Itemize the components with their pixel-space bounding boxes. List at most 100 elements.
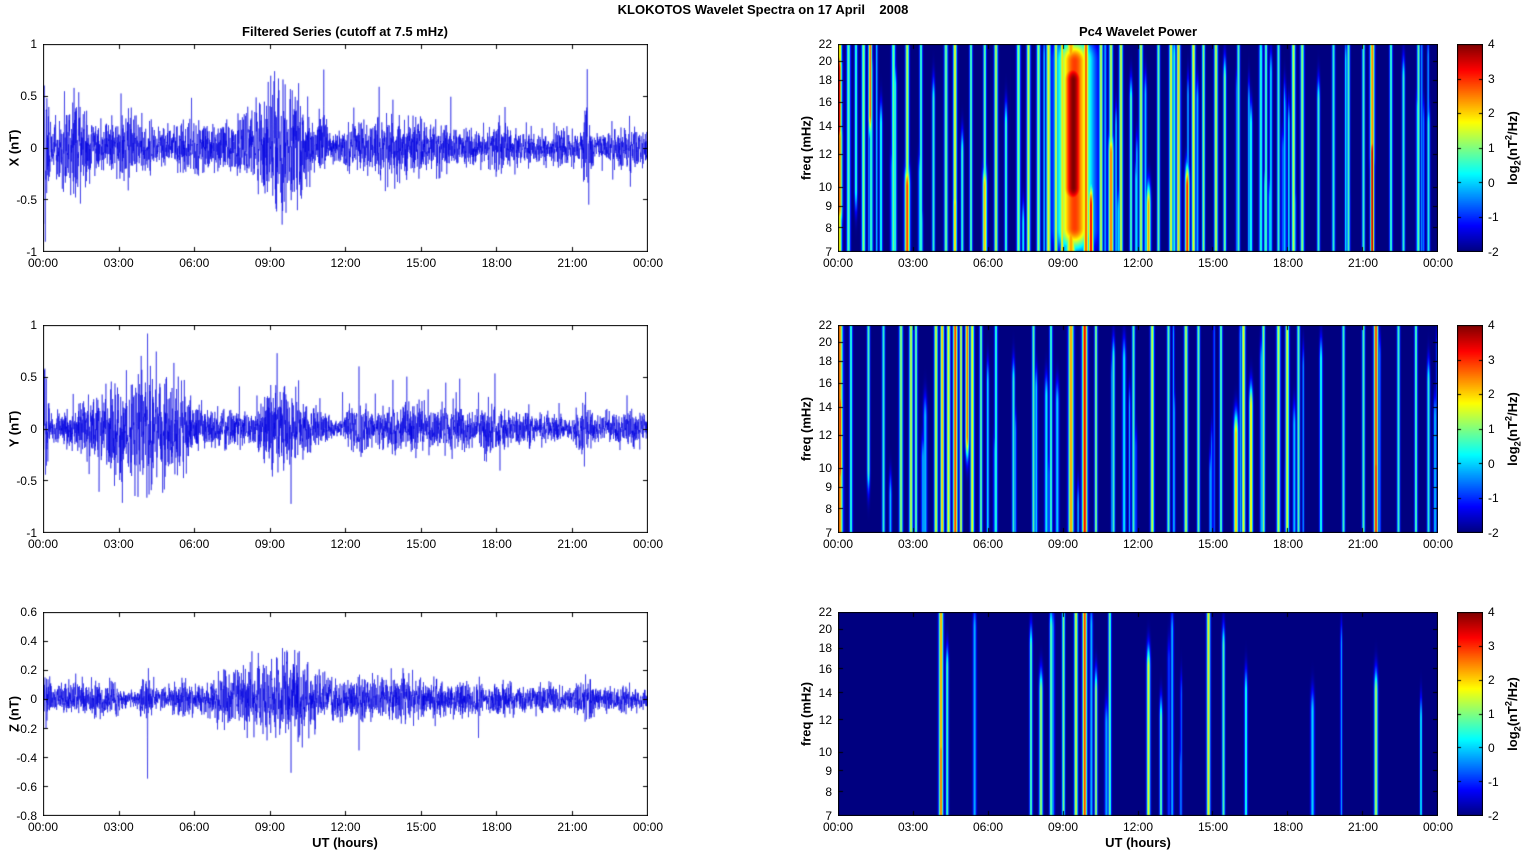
x-tick-label: 18:00 bbox=[481, 820, 512, 834]
x-tick-label: 03:00 bbox=[103, 820, 134, 834]
colorbar-label-bottom: log2(nT2/Hz) bbox=[1503, 677, 1523, 751]
x-tick-label: 03:00 bbox=[897, 256, 929, 270]
x-tick-label: 09:00 bbox=[1047, 256, 1079, 270]
freq-tick-label: 12 bbox=[818, 428, 832, 443]
x-tick-label: 09:00 bbox=[254, 537, 285, 551]
x-tick-label: 00:00 bbox=[27, 256, 59, 270]
y-wavelet-spectrogram bbox=[838, 325, 1438, 533]
x-tick-label: 18:00 bbox=[1272, 820, 1304, 834]
y-tick-label: 0.6 bbox=[20, 605, 37, 619]
freq-ylabel-top: freq (mHz) bbox=[798, 115, 814, 181]
colorbar-tick-label: 0 bbox=[1488, 741, 1495, 755]
freq-tick-label: 8 bbox=[825, 501, 832, 516]
x-tick-label: 18:00 bbox=[1272, 256, 1304, 270]
freq-tick-label: 16 bbox=[818, 94, 832, 109]
colorbar-tick-label: -1 bbox=[1488, 775, 1499, 789]
x-tick-label: 21:00 bbox=[1347, 256, 1379, 270]
x-tick-label: 12:00 bbox=[330, 256, 361, 270]
x-tick-label: 03:00 bbox=[103, 256, 134, 270]
right-xlabel: UT (hours) bbox=[1105, 835, 1171, 850]
colorbar-tick-label: -2 bbox=[1488, 245, 1499, 259]
y-tick-label: 0 bbox=[30, 141, 37, 155]
colorbar-tick-label: 4 bbox=[1488, 37, 1495, 51]
colorbar-tick-label: -1 bbox=[1488, 210, 1499, 225]
colorbar-middle bbox=[1457, 325, 1483, 533]
freq-tick-label: 7 bbox=[825, 526, 832, 540]
y-tick-label: -1 bbox=[26, 245, 37, 259]
colorbar-top bbox=[1457, 44, 1483, 252]
y-tick-label: -0.5 bbox=[16, 193, 37, 207]
freq-tick-label: 8 bbox=[825, 785, 832, 800]
colorbar-label-middle: log2(nT2/Hz) bbox=[1503, 392, 1523, 466]
x-tick-label: 00:00 bbox=[632, 256, 664, 270]
x-tick-label: 06:00 bbox=[179, 537, 210, 551]
x-tick-label: 21:00 bbox=[557, 820, 588, 834]
x-tick-label: 12:00 bbox=[330, 537, 361, 551]
freq-tick-label: 9 bbox=[825, 764, 832, 779]
y-tick-label: 1 bbox=[30, 318, 37, 332]
freq-tick-label: 18 bbox=[818, 640, 832, 655]
y-tick-label: -0.5 bbox=[16, 474, 37, 488]
colorbar-tick-label: 1 bbox=[1488, 707, 1495, 721]
freq-tick-label: 10 bbox=[818, 461, 832, 476]
x-tick-label: 00:00 bbox=[632, 820, 664, 834]
x-tick-label: 00:00 bbox=[822, 537, 854, 551]
colorbar-tick-label: 2 bbox=[1488, 387, 1495, 402]
freq-tick-label: 7 bbox=[825, 809, 832, 823]
y-tick-label: 0.2 bbox=[20, 663, 37, 678]
x-tick-label: 00:00 bbox=[822, 256, 854, 270]
x-tick-label: 00:00 bbox=[27, 820, 59, 834]
y-series-plot bbox=[43, 325, 648, 533]
x-tick-label: 06:00 bbox=[972, 820, 1004, 834]
x-tick-label: 00:00 bbox=[1422, 256, 1454, 270]
colorbar-tick-label: -2 bbox=[1488, 809, 1499, 823]
freq-tick-label: 20 bbox=[818, 621, 832, 636]
y-tick-label: -0.2 bbox=[16, 721, 37, 736]
freq-tick-label: 22 bbox=[818, 318, 832, 332]
x-axis-ylabel: X (nT) bbox=[6, 129, 22, 167]
y-tick-label: 1 bbox=[30, 37, 37, 51]
freq-tick-label: 12 bbox=[818, 712, 832, 727]
z-wavelet-spectrogram bbox=[838, 612, 1438, 816]
x-tick-label: 03:00 bbox=[897, 537, 929, 551]
x-tick-label: 12:00 bbox=[1122, 820, 1154, 834]
colorbar-tick-label: 0 bbox=[1488, 456, 1495, 471]
x-tick-label: 15:00 bbox=[406, 256, 437, 270]
x-wavelet-spectrogram bbox=[838, 44, 1438, 252]
freq-tick-label: 14 bbox=[818, 685, 832, 700]
x-tick-label: 06:00 bbox=[972, 256, 1004, 270]
z-series-plot bbox=[43, 612, 648, 816]
x-tick-label: 15:00 bbox=[406, 537, 437, 551]
freq-tick-label: 16 bbox=[818, 661, 832, 676]
main-title: KLOKOTOS Wavelet Spectra on 17 April 200… bbox=[617, 2, 909, 17]
colorbar-tick-label: 3 bbox=[1488, 352, 1495, 367]
colorbar-bottom bbox=[1457, 612, 1483, 816]
y-tick-label: 0.5 bbox=[20, 370, 37, 384]
freq-ylabel-bottom: freq (mHz) bbox=[798, 681, 814, 747]
y-tick-label: -1 bbox=[26, 526, 37, 540]
y-tick-label: 0.4 bbox=[20, 634, 37, 649]
x-tick-label: 06:00 bbox=[179, 256, 210, 270]
left-xlabel: UT (hours) bbox=[312, 835, 378, 850]
y-tick-label: -0.8 bbox=[16, 809, 37, 823]
colorbar-tick-label: 1 bbox=[1488, 141, 1495, 155]
freq-tick-label: 12 bbox=[818, 147, 832, 162]
x-tick-label: 09:00 bbox=[1047, 820, 1079, 834]
freq-tick-label: 18 bbox=[818, 73, 832, 88]
freq-tick-label: 14 bbox=[818, 119, 832, 134]
freq-tick-label: 18 bbox=[818, 354, 832, 369]
x-tick-label: 03:00 bbox=[897, 820, 929, 834]
freq-tick-label: 9 bbox=[825, 199, 832, 214]
x-tick-label: 15:00 bbox=[406, 820, 437, 834]
right-column-title: Pc4 Wavelet Power bbox=[1078, 24, 1198, 39]
colorbar-label-top: log2(nT2/Hz) bbox=[1503, 111, 1523, 185]
x-tick-label: 06:00 bbox=[972, 537, 1004, 551]
x-tick-label: 15:00 bbox=[1197, 256, 1229, 270]
colorbar-tick-label: 2 bbox=[1488, 673, 1495, 687]
freq-tick-label: 20 bbox=[818, 335, 832, 350]
x-tick-label: 21:00 bbox=[1347, 820, 1379, 834]
colorbar-tick-label: 3 bbox=[1488, 71, 1495, 86]
x-tick-label: 09:00 bbox=[254, 820, 285, 834]
freq-tick-label: 16 bbox=[818, 375, 832, 390]
